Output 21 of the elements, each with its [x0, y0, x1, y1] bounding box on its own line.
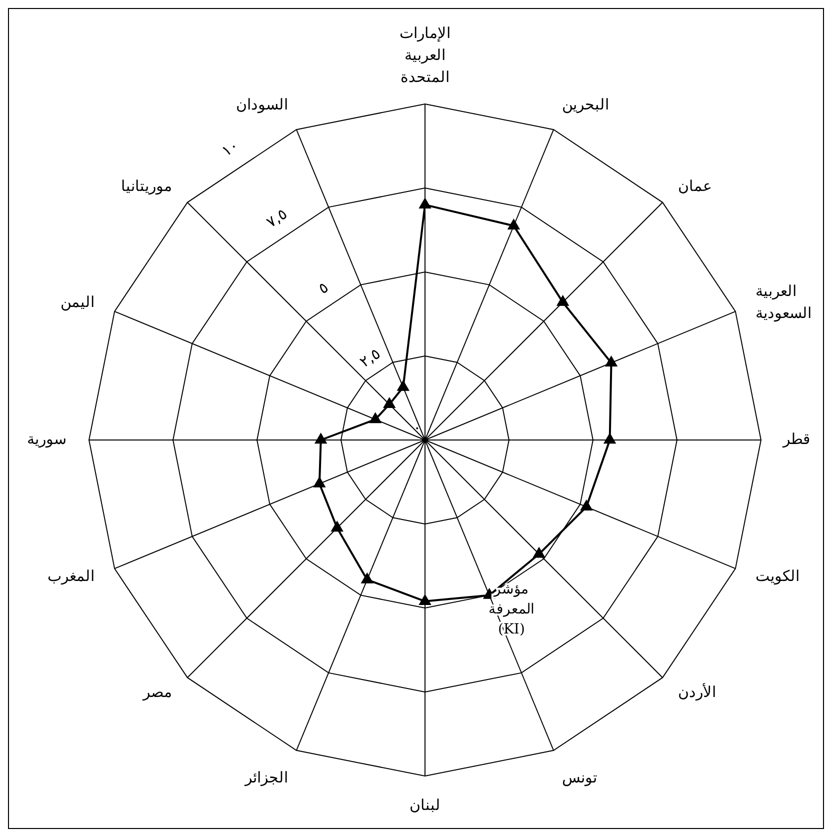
spoke-label: الكويت	[756, 566, 800, 585]
y-tick-label: ٠	[408, 418, 426, 438]
spoke-label: قطر	[782, 430, 810, 448]
spoke-label: مصر	[142, 683, 172, 702]
spoke-label: تونس	[562, 768, 597, 787]
y-tick-label: ٧,٥	[263, 204, 290, 232]
spoke-label: الجزائر	[244, 768, 288, 787]
y-tick-label: ٢,٥	[356, 344, 384, 372]
spoke-label: عمان	[678, 176, 712, 195]
spoke-label: لبنان	[410, 796, 440, 814]
spoke-label: الأردن	[678, 683, 716, 702]
spoke-label: سورية	[27, 430, 67, 448]
spoke-label: الإمارات العربية المتحدة	[400, 24, 450, 86]
y-tick-label: ١٠	[218, 136, 242, 160]
y-tick-label: ٥	[315, 278, 332, 298]
spoke-label: السودان	[236, 95, 288, 114]
spoke-label: العربية السعودية	[756, 282, 812, 322]
spoke-label: موريتانيا	[120, 176, 172, 195]
spoke-label: اليمن	[60, 292, 94, 311]
spoke-label: البحرين	[562, 95, 609, 114]
spoke-label: المغرب	[47, 566, 94, 585]
